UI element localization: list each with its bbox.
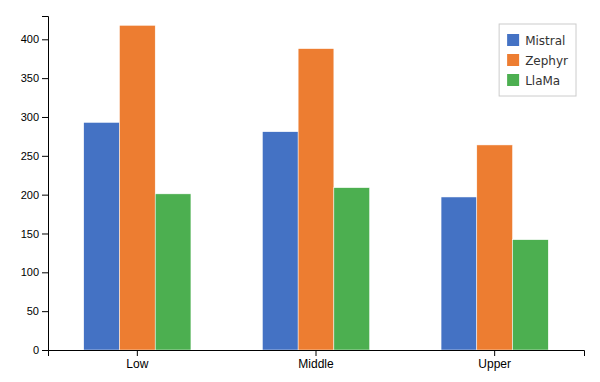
y-tick: 350 <box>21 72 48 84</box>
y-tick: 300 <box>21 111 48 123</box>
bar-series <box>119 25 512 350</box>
y-tick: 150 <box>21 228 48 240</box>
y-tick-mark <box>42 117 48 118</box>
y-tick-label: 200 <box>21 189 39 201</box>
y-tick-mark <box>42 156 48 157</box>
y-tick-mark <box>42 195 48 196</box>
bars <box>84 25 549 350</box>
bar-series <box>155 188 548 350</box>
x-axis-line <box>49 351 585 357</box>
bar <box>334 188 370 350</box>
x-tick: Upper <box>478 350 511 371</box>
y-tick-mark <box>42 272 48 273</box>
y-tick-label: 250 <box>21 150 39 162</box>
bar <box>155 194 191 350</box>
y-tick-mark <box>42 39 48 40</box>
x-tick-label: Low <box>126 357 148 371</box>
y-tick-label: 150 <box>21 228 39 240</box>
legend-swatch <box>507 34 519 46</box>
bar <box>441 197 477 350</box>
y-tick-mark <box>42 78 48 79</box>
y-axis: 0 50 100 150 200 250 300 350 400 <box>21 17 49 357</box>
y-tick: 400 <box>21 33 48 45</box>
x-tick-mark <box>137 350 138 356</box>
y-tick: 250 <box>21 150 48 162</box>
y-tick-label: 100 <box>21 266 39 278</box>
chart: Low Middle Upper 0 50 100 150 200 250 300 350 400 Mi… <box>0 0 600 382</box>
bar <box>84 122 120 350</box>
x-axis: Low Middle Upper <box>49 350 585 371</box>
legend-item: Mistral <box>507 34 565 48</box>
y-axis-line <box>42 17 49 351</box>
y-tick: 50 <box>27 305 48 317</box>
y-tick: 0 <box>33 344 48 356</box>
bar <box>477 145 513 350</box>
y-tick-mark <box>42 350 48 351</box>
y-tick-label: 300 <box>21 111 39 123</box>
y-tick-mark <box>42 233 48 234</box>
y-tick: 200 <box>21 189 48 201</box>
y-tick-label: 400 <box>21 33 39 45</box>
y-tick: 100 <box>21 266 48 278</box>
x-tick-label: Middle <box>298 357 334 371</box>
plot: Low Middle Upper 0 50 100 150 200 250 300 350 400 Mi… <box>21 17 585 371</box>
legend-label: LlaMa <box>525 74 560 88</box>
x-tick-mark <box>494 350 495 356</box>
legend-swatch <box>507 54 519 66</box>
bar <box>298 49 334 350</box>
y-tick-label: 350 <box>21 72 39 84</box>
legend: Mistral Zephyr LlaMa <box>499 24 576 96</box>
legend-item: LlaMa <box>507 74 560 88</box>
legend-swatch <box>507 74 519 86</box>
bar <box>513 240 549 350</box>
bar <box>262 132 298 350</box>
legend-label: Mistral <box>525 34 565 48</box>
y-tick-label: 50 <box>27 305 39 317</box>
x-tick: Middle <box>298 350 334 371</box>
legend-box <box>499 24 576 96</box>
x-tick-label: Upper <box>478 357 511 371</box>
legend-item: Zephyr <box>507 54 568 68</box>
legend-label: Zephyr <box>525 54 568 68</box>
y-tick-mark <box>42 311 48 312</box>
x-tick: Low <box>126 350 148 371</box>
x-tick-mark <box>316 350 317 356</box>
bar <box>119 25 155 350</box>
y-tick-label: 0 <box>33 344 39 356</box>
